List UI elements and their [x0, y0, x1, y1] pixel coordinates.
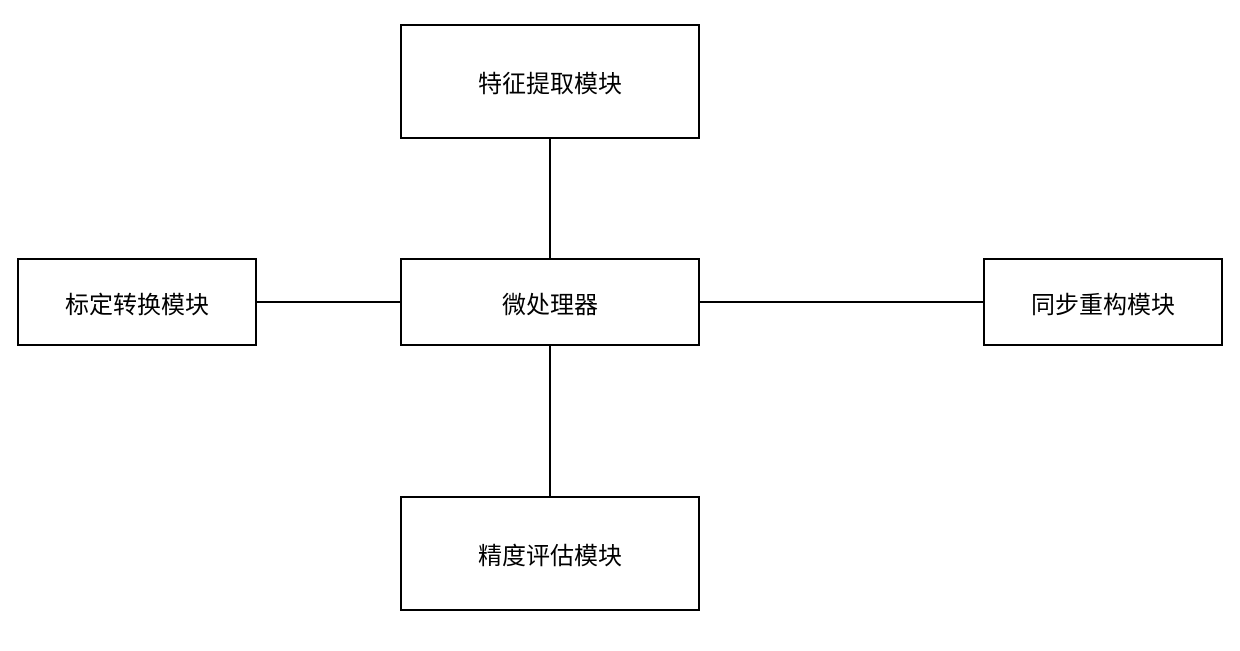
node-left: 标定转换模块	[17, 258, 257, 346]
node-right: 同步重构模块	[983, 258, 1223, 346]
node-left-label: 标定转换模块	[65, 285, 209, 320]
node-top-label: 特征提取模块	[478, 64, 622, 99]
node-bottom-label: 精度评估模块	[478, 536, 622, 571]
node-bottom: 精度评估模块	[400, 496, 700, 611]
node-center: 微处理器	[400, 258, 700, 346]
node-center-label: 微处理器	[502, 285, 598, 320]
node-right-label: 同步重构模块	[1031, 285, 1175, 320]
node-top: 特征提取模块	[400, 24, 700, 139]
